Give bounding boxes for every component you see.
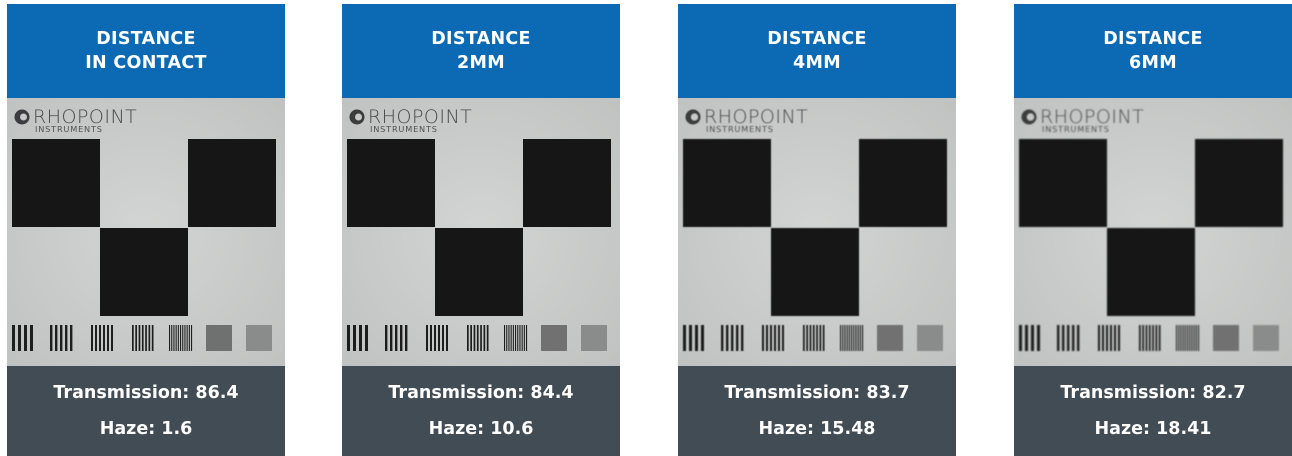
sample-card-4mm: DISTANCE 4MM RHOPOINT INSTRUMENTS Transmi… (678, 4, 956, 456)
checker-square (100, 228, 188, 316)
sample-card-2mm: DISTANCE 2MM RHOPOINT INSTRUMENTS Transmi… (342, 4, 620, 456)
card-title-line2: IN CONTACT (85, 53, 207, 73)
card-header: DISTANCE 4MM (678, 4, 956, 98)
resolution-bar-group (426, 325, 448, 351)
checker-square (523, 139, 611, 227)
transmission-value: Transmission: 86.4 (53, 383, 239, 403)
checker-square (188, 139, 276, 227)
card-footer: Transmission: 86.4 Haze: 1.6 (7, 366, 285, 456)
test-chart-photo: RHOPOINT INSTRUMENTS (7, 98, 285, 366)
gray-patch (917, 325, 943, 351)
card-title-line1: DISTANCE (1103, 29, 1203, 49)
card-title-line2: 4MM (793, 53, 841, 73)
checker-square (347, 139, 435, 227)
svg-text:RHOPOINT: RHOPOINT (33, 106, 137, 128)
card-title-line1: DISTANCE (96, 29, 196, 49)
test-chart-photo: RHOPOINT INSTRUMENTS (342, 98, 620, 366)
card-header: DISTANCE IN CONTACT (7, 4, 285, 98)
card-title-line1: DISTANCE (431, 29, 531, 49)
haze-value: Haze: 15.48 (758, 419, 876, 439)
resolution-bar-group (504, 325, 528, 351)
card-title-line2: 2MM (457, 53, 505, 73)
card-footer: Transmission: 82.7 Haze: 18.41 (1014, 366, 1292, 456)
svg-text:INSTRUMENTS: INSTRUMENTS (35, 124, 103, 134)
checker-square (771, 228, 859, 316)
resolution-bar-group (803, 325, 825, 351)
gray-patch (1253, 325, 1279, 351)
card-header: DISTANCE 2MM (342, 4, 620, 98)
checker-square (1195, 139, 1283, 227)
card-title-line2: 6MM (1129, 53, 1177, 73)
svg-text:RHOPOINT: RHOPOINT (1040, 106, 1144, 128)
test-chart-photo: RHOPOINT INSTRUMENTS (1014, 98, 1292, 366)
transmission-value: Transmission: 82.7 (1060, 383, 1246, 403)
gray-patch (1213, 325, 1239, 351)
resolution-bar-group (91, 325, 113, 351)
sample-card-in-contact: DISTANCE IN CONTACT RHOPOINT INSTRUMENTS … (7, 4, 285, 456)
gray-patch (206, 325, 232, 351)
resolution-bar-group (683, 325, 704, 351)
transmission-value: Transmission: 83.7 (724, 383, 910, 403)
resolution-bar-group (1176, 325, 1200, 351)
resolution-bar-group (385, 325, 408, 351)
gray-patch (246, 325, 272, 351)
resolution-bar-group (762, 325, 784, 351)
haze-value: Haze: 18.41 (1094, 419, 1212, 439)
checker-square (12, 139, 100, 227)
sample-card-6mm: DISTANCE 6MM RHOPOINT INSTRUMENTS Transmi… (1014, 4, 1292, 456)
svg-text:INSTRUMENTS: INSTRUMENTS (1042, 124, 1110, 134)
resolution-bar-group (1139, 325, 1161, 351)
resolution-bar-group (840, 325, 864, 351)
svg-text:INSTRUMENTS: INSTRUMENTS (706, 124, 774, 134)
test-chart-photo: RHOPOINT INSTRUMENTS (678, 98, 956, 366)
resolution-bar-group (467, 325, 489, 351)
resolution-bar-group (12, 325, 33, 351)
svg-text:RHOPOINT: RHOPOINT (704, 106, 808, 128)
checker-square (1107, 228, 1195, 316)
card-header: DISTANCE 6MM (1014, 4, 1292, 98)
checker-square (435, 228, 523, 316)
svg-text:RHOPOINT: RHOPOINT (368, 106, 472, 128)
resolution-bar-group (347, 325, 368, 351)
checker-square (859, 139, 947, 227)
resolution-bar-group (169, 325, 193, 351)
resolution-bar-group (721, 325, 744, 351)
card-footer: Transmission: 83.7 Haze: 15.48 (678, 366, 956, 456)
resolution-bar-group (1057, 325, 1080, 351)
svg-text:INSTRUMENTS: INSTRUMENTS (370, 124, 438, 134)
resolution-bar-group (132, 325, 154, 351)
card-footer: Transmission: 84.4 Haze: 10.6 (342, 366, 620, 456)
gray-patch (581, 325, 607, 351)
resolution-bar-group (1019, 325, 1040, 351)
haze-value: Haze: 10.6 (428, 419, 534, 439)
gray-patch (541, 325, 567, 351)
resolution-bar-group (50, 325, 73, 351)
transmission-value: Transmission: 84.4 (388, 383, 574, 403)
card-title-line1: DISTANCE (767, 29, 867, 49)
resolution-bar-group (1098, 325, 1120, 351)
checker-square (683, 139, 771, 227)
haze-value: Haze: 1.6 (99, 419, 193, 439)
checker-square (1019, 139, 1107, 227)
gray-patch (877, 325, 903, 351)
